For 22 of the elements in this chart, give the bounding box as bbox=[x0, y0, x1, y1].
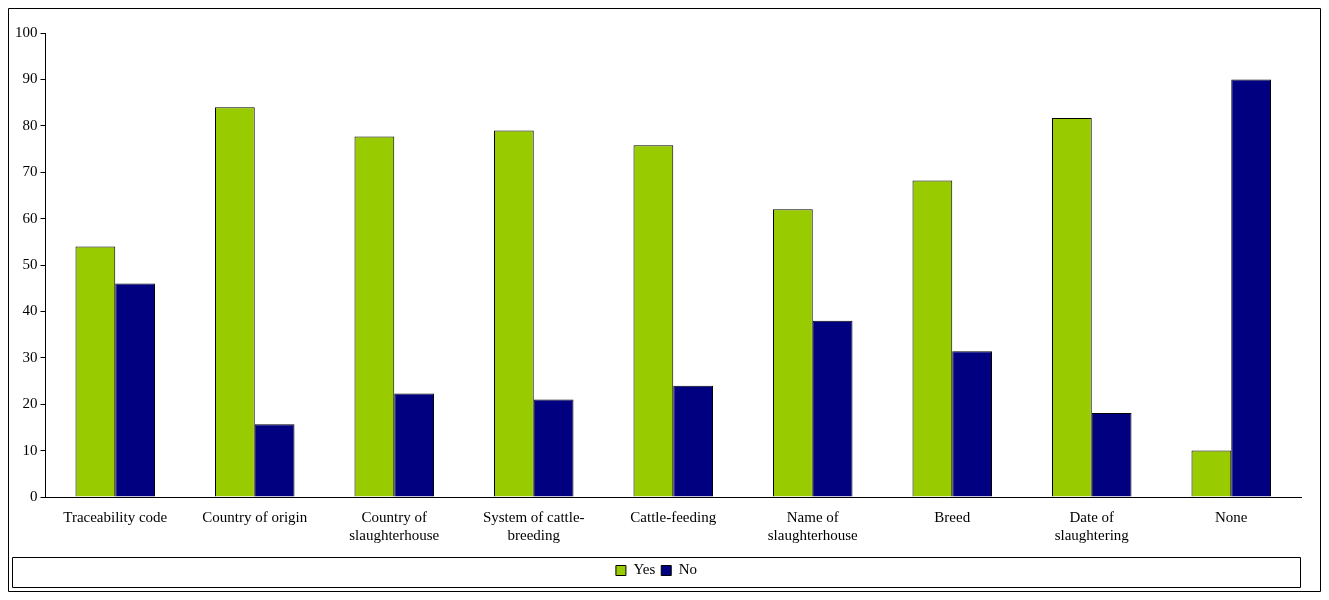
y-tick-label: 100 bbox=[15, 23, 38, 40]
y-tick-label: 70 bbox=[22, 163, 38, 180]
y-tick-label: 40 bbox=[22, 302, 38, 319]
x-tick-label: Date of slaughtering bbox=[1054, 508, 1130, 543]
legend-label: Yes bbox=[633, 561, 656, 578]
x-tick-label: Cattle-feeding bbox=[630, 508, 717, 525]
y-tick-label: 60 bbox=[22, 209, 38, 226]
x-tick-label: None bbox=[1215, 508, 1248, 525]
legend-label: No bbox=[678, 561, 698, 578]
x-tick-label: Country of origin bbox=[202, 508, 308, 525]
x-tick-label: System of cattle-breeding bbox=[482, 508, 585, 543]
y-tick-label: 20 bbox=[22, 395, 38, 412]
x-tick-label: Traceability code bbox=[63, 508, 168, 525]
x-tick-label: Name of slaughterhouse bbox=[767, 508, 859, 543]
y-tick-label: 10 bbox=[22, 441, 38, 458]
y-tick-label: 90 bbox=[22, 70, 38, 87]
y-tick-label: 50 bbox=[22, 255, 38, 272]
x-tick-label: Country of slaughterhouse bbox=[349, 508, 440, 543]
y-tick-label: 30 bbox=[22, 348, 38, 365]
y-tick-label: 0 bbox=[30, 487, 38, 504]
y-tick-label: 80 bbox=[22, 116, 38, 133]
x-tick-label: Breed bbox=[934, 508, 971, 525]
